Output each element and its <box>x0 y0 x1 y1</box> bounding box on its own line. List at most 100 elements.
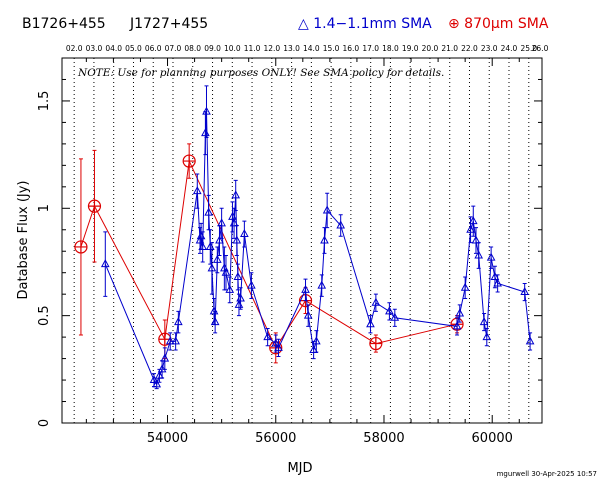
data-point-triangle <box>320 235 329 244</box>
data-point-triangle <box>468 216 478 225</box>
y-tick-label: 0.5 <box>37 305 52 326</box>
top-axis-label: 14.0 <box>303 44 320 53</box>
data-point-triangle <box>155 370 164 379</box>
marker-cross <box>88 200 101 213</box>
data-point-triangle <box>274 342 283 351</box>
data-point-triangle <box>479 317 489 326</box>
data-point-triangle <box>466 224 475 233</box>
credit: mgurwell 30-Apr-2025 10:57 <box>497 470 597 478</box>
top-axis-label: 22.0 <box>461 44 478 53</box>
error-bar <box>235 263 240 291</box>
error-bar <box>306 304 311 327</box>
error-bar <box>227 276 232 304</box>
y-tick-label: 1.5 <box>37 91 52 112</box>
data-point-triangle <box>165 336 175 345</box>
data-point-triangle <box>371 297 381 306</box>
data-point-triangle <box>309 344 318 353</box>
data-point-triangle <box>385 306 394 315</box>
top-axis-label: 17.0 <box>362 44 379 53</box>
x-tick-label: 58000 <box>363 431 404 446</box>
top-axis-label: 03.0 <box>86 44 103 53</box>
data-point-triangle <box>322 205 332 214</box>
error-bar <box>314 330 319 353</box>
marker-cross <box>74 240 87 253</box>
data-point-triangle <box>221 267 231 276</box>
data-point-triangle <box>452 321 462 330</box>
data-point-triangle <box>232 235 242 244</box>
error-bar <box>463 276 468 299</box>
top-axis-label: 21.0 <box>441 44 458 53</box>
data-point-triangle <box>471 235 481 244</box>
error-bar <box>265 328 270 347</box>
error-bar <box>484 328 489 347</box>
error-bar <box>319 274 324 297</box>
data-point-triangle <box>301 284 310 293</box>
marker-cross <box>369 337 382 350</box>
data-point-triangle <box>207 263 217 272</box>
data-point-triangle <box>202 106 211 115</box>
error-bar <box>204 85 209 138</box>
top-axis-label: 11.0 <box>244 44 261 53</box>
legend-mm: △ 1.4−1.1mm SMA <box>298 16 432 32</box>
data-point-triangle <box>100 259 110 268</box>
top-axis-label: 19.0 <box>402 44 419 53</box>
error-bar <box>338 214 343 237</box>
data-point-triangle <box>204 207 213 216</box>
data-point-triangle <box>520 286 530 296</box>
error-bar <box>489 246 494 269</box>
top-axis-label: 16.0 <box>343 44 360 53</box>
error-bar <box>387 302 392 321</box>
top-axis-label: 05.0 <box>125 44 142 53</box>
error-bar <box>528 332 533 351</box>
y-axis-label: Database Flux (Jy) <box>16 181 31 300</box>
data-point-triangle <box>171 336 180 345</box>
data-point-circle-plus <box>87 199 102 213</box>
x-tick-label: 56000 <box>255 431 296 446</box>
data-point-triangle <box>192 186 202 195</box>
top-axis-label: 07.0 <box>165 44 182 53</box>
data-point-triangle <box>486 252 496 261</box>
data-point-triangle <box>390 312 400 321</box>
top-axis-label: 24.0 <box>501 44 518 53</box>
error-bar <box>457 304 462 323</box>
error-bar <box>234 224 239 257</box>
error-bar <box>303 278 308 302</box>
top-axis-label: 13.0 <box>283 44 300 53</box>
series-1mm <box>100 85 535 390</box>
data-point-triangle <box>215 235 224 244</box>
data-point-circle-plus <box>369 336 383 351</box>
error-bar <box>195 173 200 209</box>
data-point-triangle <box>366 319 375 328</box>
data-point-triangle <box>474 250 484 259</box>
data-point-triangle <box>209 306 219 315</box>
error-bar <box>276 338 281 357</box>
error-bar <box>219 207 224 239</box>
error-bar <box>476 242 481 269</box>
data-point-triangle <box>160 353 170 362</box>
top-axis-label: 15.0 <box>323 44 340 53</box>
top-axis-labels: 02.0 03.0 04.0 05.0 06.0 07.0 08.0 09.0 10.0 11.0… <box>66 44 549 53</box>
error-bar <box>522 282 527 302</box>
x-tick-label: 60000 <box>472 431 513 446</box>
error-bar <box>103 231 108 297</box>
source-alias: J1727+455 <box>129 16 208 32</box>
data-point-circle-plus <box>74 240 88 254</box>
data-point-triangle <box>152 379 162 388</box>
top-axis-label: 25.0 <box>520 44 537 53</box>
data-point-triangle <box>263 332 272 341</box>
top-axis-label: 08.0 <box>184 44 201 53</box>
year-grid <box>73 58 530 423</box>
top-axis-label: 18.0 <box>382 44 399 53</box>
data-point-triangle <box>198 241 208 250</box>
top-axis-label: 26.0 <box>532 44 549 53</box>
error-bar <box>168 332 173 351</box>
planning-note: NOTE: Use for planning purposes ONLY! Se… <box>77 67 444 79</box>
error-bar <box>200 231 205 263</box>
y-tick-label: 1 <box>37 204 52 212</box>
top-axis-label: 06.0 <box>145 44 162 53</box>
top-axis-label: 04.0 <box>105 44 122 53</box>
error-bar <box>209 242 214 295</box>
data-point-triangle <box>303 310 313 319</box>
error-bar <box>213 310 218 334</box>
data-point-triangle <box>455 308 465 317</box>
